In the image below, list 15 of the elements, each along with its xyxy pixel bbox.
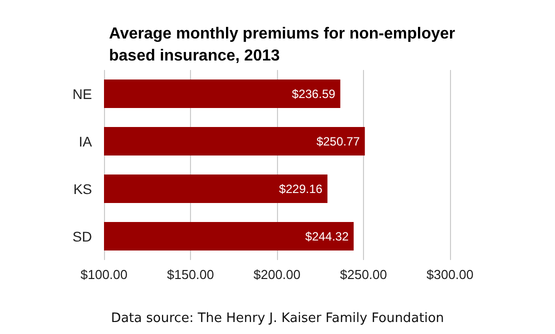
y-tick-label: KS xyxy=(73,180,92,197)
y-tick-label: NE xyxy=(72,86,92,102)
x-tick-label: $150.00 xyxy=(167,267,214,282)
x-tick-label: $200.00 xyxy=(254,267,300,282)
y-tick-label: SD xyxy=(72,228,92,244)
x-tick-label: $300.00 xyxy=(426,267,474,282)
data-label: $229.16 xyxy=(279,182,323,196)
data-label: $250.77 xyxy=(316,134,360,148)
x-tick-label: $100.00 xyxy=(80,267,128,282)
source-note: Data source: The Henry J. Kaiser Family Foundation xyxy=(110,311,444,326)
y-tick-label: IA xyxy=(78,133,93,150)
data-label: $236.59 xyxy=(292,86,336,101)
x-tick-label: $250.00 xyxy=(340,267,387,282)
chart-title: Average monthly premiums for non-employer based insurance, 2013 xyxy=(109,26,456,64)
data-label: $244.32 xyxy=(305,229,349,244)
